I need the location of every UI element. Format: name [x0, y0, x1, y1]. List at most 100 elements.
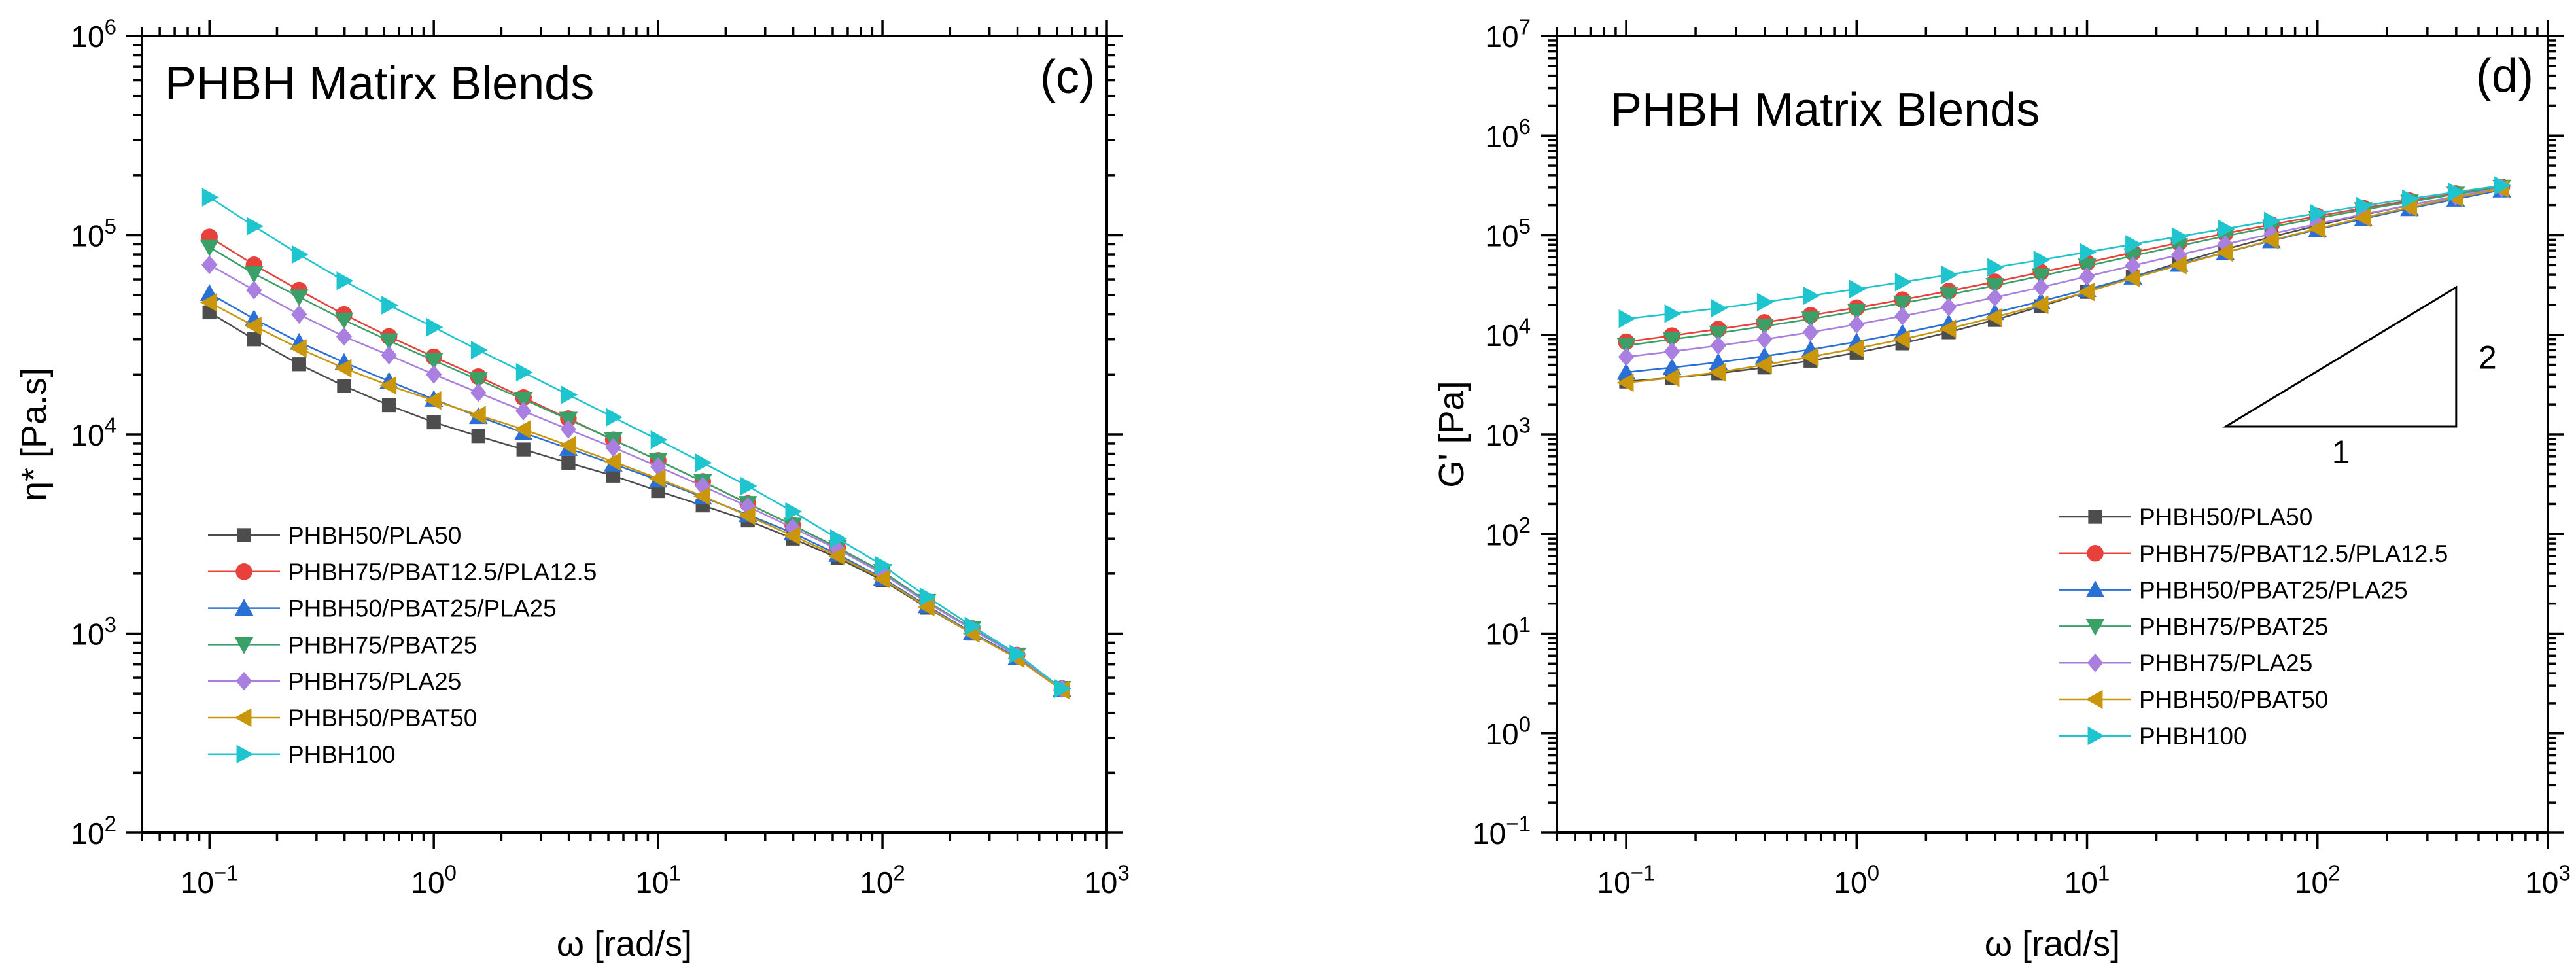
legend-item: PHBH100	[2059, 723, 2247, 750]
data-point	[516, 442, 531, 457]
legend-item: PHBH50/PBAT25/PLA25	[208, 595, 557, 622]
chart-title: PHBH Matirx Blends	[165, 58, 594, 110]
y-axis-title: G' [Pa]	[1432, 381, 1471, 487]
series-line	[1626, 186, 2502, 347]
data-point	[1755, 319, 1774, 336]
slope-rise-label: 2	[2479, 340, 2497, 376]
data-point	[201, 188, 219, 207]
x-axis-title: ω [rad/s]	[557, 924, 692, 964]
data-point	[2080, 243, 2097, 262]
data-point	[1985, 307, 2003, 327]
data-point	[2079, 267, 2095, 286]
data-point	[245, 266, 264, 283]
data-point	[1755, 355, 1772, 374]
legend-item: PHBH100	[208, 741, 396, 768]
x-tick-label: 103	[1084, 862, 1130, 900]
data-point	[1662, 332, 1682, 349]
y-axis: 102 103 104 105 106	[71, 16, 1123, 850]
panel-label: (c)	[1040, 51, 1095, 103]
data-point	[336, 271, 354, 290]
data-point	[2169, 256, 2187, 275]
data-point	[1663, 341, 1680, 361]
data-point	[650, 457, 667, 476]
data-point	[875, 555, 892, 575]
data-point	[2402, 189, 2419, 209]
legend-marker	[2085, 580, 2105, 598]
legend-marker	[2087, 545, 2104, 562]
x-tick-label: 10−1	[1597, 862, 1656, 900]
series-4	[200, 239, 1071, 698]
chart-panel-2: 10−1 100 101 102 10310−110010110210310410510…	[1432, 16, 2571, 964]
x-tick-label: 102	[2295, 862, 2341, 900]
legend-item: PHBH50/PBAT50	[2059, 686, 2328, 713]
data-point	[1711, 298, 1728, 318]
data-point	[515, 401, 532, 421]
legend-marker	[235, 671, 252, 691]
chart-title: PHBH Matrix Blends	[1610, 84, 2040, 136]
data-point	[873, 569, 890, 589]
data-point	[2400, 198, 2417, 217]
data-point	[2171, 227, 2189, 246]
data-point	[1847, 304, 1866, 321]
x-axis: 10−1 100 101 102 103	[1556, 20, 2571, 900]
data-point	[334, 312, 354, 330]
legend-marker	[237, 528, 251, 542]
data-point	[201, 255, 218, 275]
series-line	[1626, 184, 2502, 320]
x-axis: 10−1 100 101 102 103	[141, 20, 1130, 900]
data-point	[695, 453, 712, 472]
data-point	[379, 333, 398, 351]
plot-frame	[141, 35, 1108, 834]
data-point	[292, 357, 306, 372]
legend-label: PHBH100	[288, 741, 396, 768]
y-tick-label: 102	[71, 813, 116, 850]
y-axis-title: η* [Pa.s]	[14, 368, 54, 501]
data-point	[605, 438, 621, 457]
x-axis-title: ω [rad/s]	[1985, 924, 2120, 964]
legend-marker	[234, 708, 252, 727]
series-7	[1618, 176, 2511, 328]
legend-marker	[2085, 690, 2103, 709]
series-3	[1616, 180, 2511, 380]
y-tick-label: 105	[1485, 215, 1531, 253]
data-point	[2125, 256, 2141, 275]
legend-marker	[236, 744, 254, 764]
data-point	[604, 452, 621, 471]
legend-label: PHBH50/PBAT25/PLA25	[2139, 577, 2408, 604]
data-point	[515, 362, 533, 382]
data-point	[1802, 323, 1819, 342]
data-point	[2494, 176, 2511, 195]
legend-label: PHBH75/PBAT25	[288, 631, 477, 658]
data-point	[2216, 243, 2233, 262]
slope-triangle	[2222, 285, 2458, 428]
data-point	[2310, 203, 2327, 223]
legend: PHBH50/PLA50 PHBH75/PBAT12.5/PLA12.5 PHBH5…	[2059, 504, 2448, 750]
x-tick-label: 100	[411, 862, 457, 900]
y-tick-label: 103	[1485, 414, 1531, 452]
data-point	[424, 353, 444, 370]
data-point	[2031, 268, 2051, 286]
data-point	[1894, 272, 1912, 292]
legend-item: PHBH75/PBAT25	[2059, 613, 2328, 640]
data-point	[2218, 219, 2235, 238]
y-axis: 10−1 100 101 102 103 104 105 106 107	[1472, 16, 2564, 850]
y-tick-label: 104	[1485, 314, 1531, 352]
data-point	[783, 526, 801, 546]
data-point	[1801, 311, 1820, 328]
data-point	[606, 408, 623, 427]
data-point	[2356, 196, 2373, 215]
chart-panel-1: 10−1 100 101 102 103 102 103 104 105 106 ω [rad/s]…	[14, 16, 1130, 964]
legend-item: PHBH75/PBAT12.5/PLA12.5	[208, 559, 597, 586]
data-point	[606, 468, 621, 483]
legend-item: PHBH75/PBAT25	[208, 631, 477, 658]
data-point	[785, 502, 803, 521]
data-point	[1849, 279, 1866, 299]
x-tick-label: 101	[635, 862, 681, 900]
data-point	[738, 506, 756, 525]
data-point	[830, 529, 847, 548]
data-point	[1009, 644, 1027, 663]
data-point	[471, 429, 485, 444]
data-point	[469, 406, 486, 425]
data-point	[2032, 277, 2049, 297]
